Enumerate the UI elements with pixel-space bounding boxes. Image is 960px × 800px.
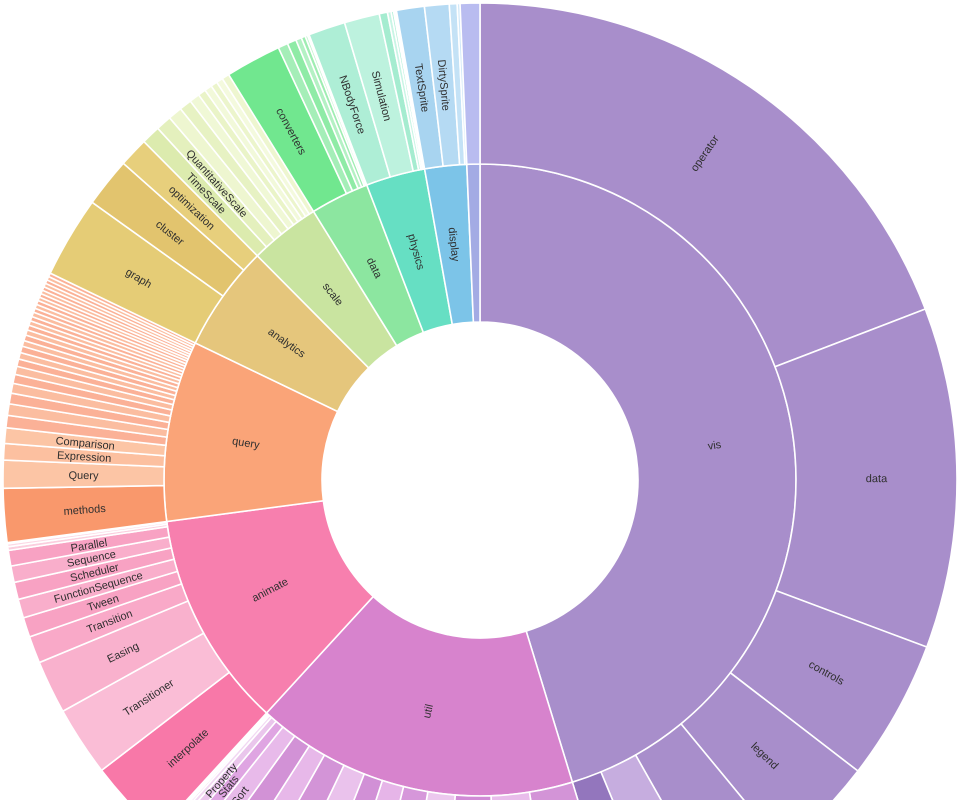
- segment-data[interactable]: [773, 308, 958, 649]
- segment-wedge[interactable]: [459, 2, 481, 166]
- segment-operator[interactable]: [479, 2, 927, 368]
- segment-wedge[interactable]: [634, 722, 784, 800]
